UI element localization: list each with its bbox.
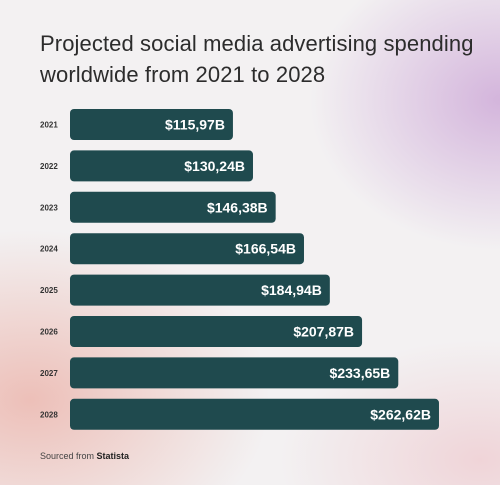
page-title: Projected social media advertising spend…	[40, 31, 474, 87]
category-label-2025: 2025	[40, 286, 58, 295]
value-label-2023: $146,38B	[207, 199, 268, 215]
bar-2022	[70, 150, 253, 182]
bar-2026	[70, 316, 363, 347]
value-label-2024: $166,54B	[235, 241, 296, 257]
category-label-2023: 2023	[40, 203, 58, 212]
bar-2024	[70, 233, 304, 265]
bar-2027	[70, 357, 399, 389]
category-label-2022: 2022	[40, 162, 58, 171]
category-label-2027: 2027	[40, 369, 58, 378]
bar-chart: 2021 $115,97B 2022 $130,24B 2023 $146,38B 2024…	[40, 109, 439, 430]
source-note: Sourced from Statista	[40, 451, 129, 461]
value-label-2025: $184,94B	[261, 282, 322, 298]
value-label-2027: $233,65B	[330, 365, 391, 381]
value-label-2022: $130,24B	[184, 158, 245, 174]
category-label-2028: 2028	[40, 410, 58, 419]
category-label-2024: 2024	[40, 245, 58, 254]
bar-2021	[70, 109, 233, 140]
bar-2023	[70, 191, 276, 223]
value-label-2028: $262,62B	[370, 406, 431, 422]
bar-2028	[70, 398, 439, 430]
category-label-2021: 2021	[40, 121, 58, 130]
source-name: Statista	[96, 451, 130, 461]
source-prefix: Sourced from	[40, 451, 95, 461]
value-label-2026: $207,87B	[293, 324, 354, 340]
bar-2025	[70, 274, 330, 306]
category-label-2026: 2026	[40, 328, 58, 337]
value-label-2021: $115,97B	[165, 117, 225, 133]
